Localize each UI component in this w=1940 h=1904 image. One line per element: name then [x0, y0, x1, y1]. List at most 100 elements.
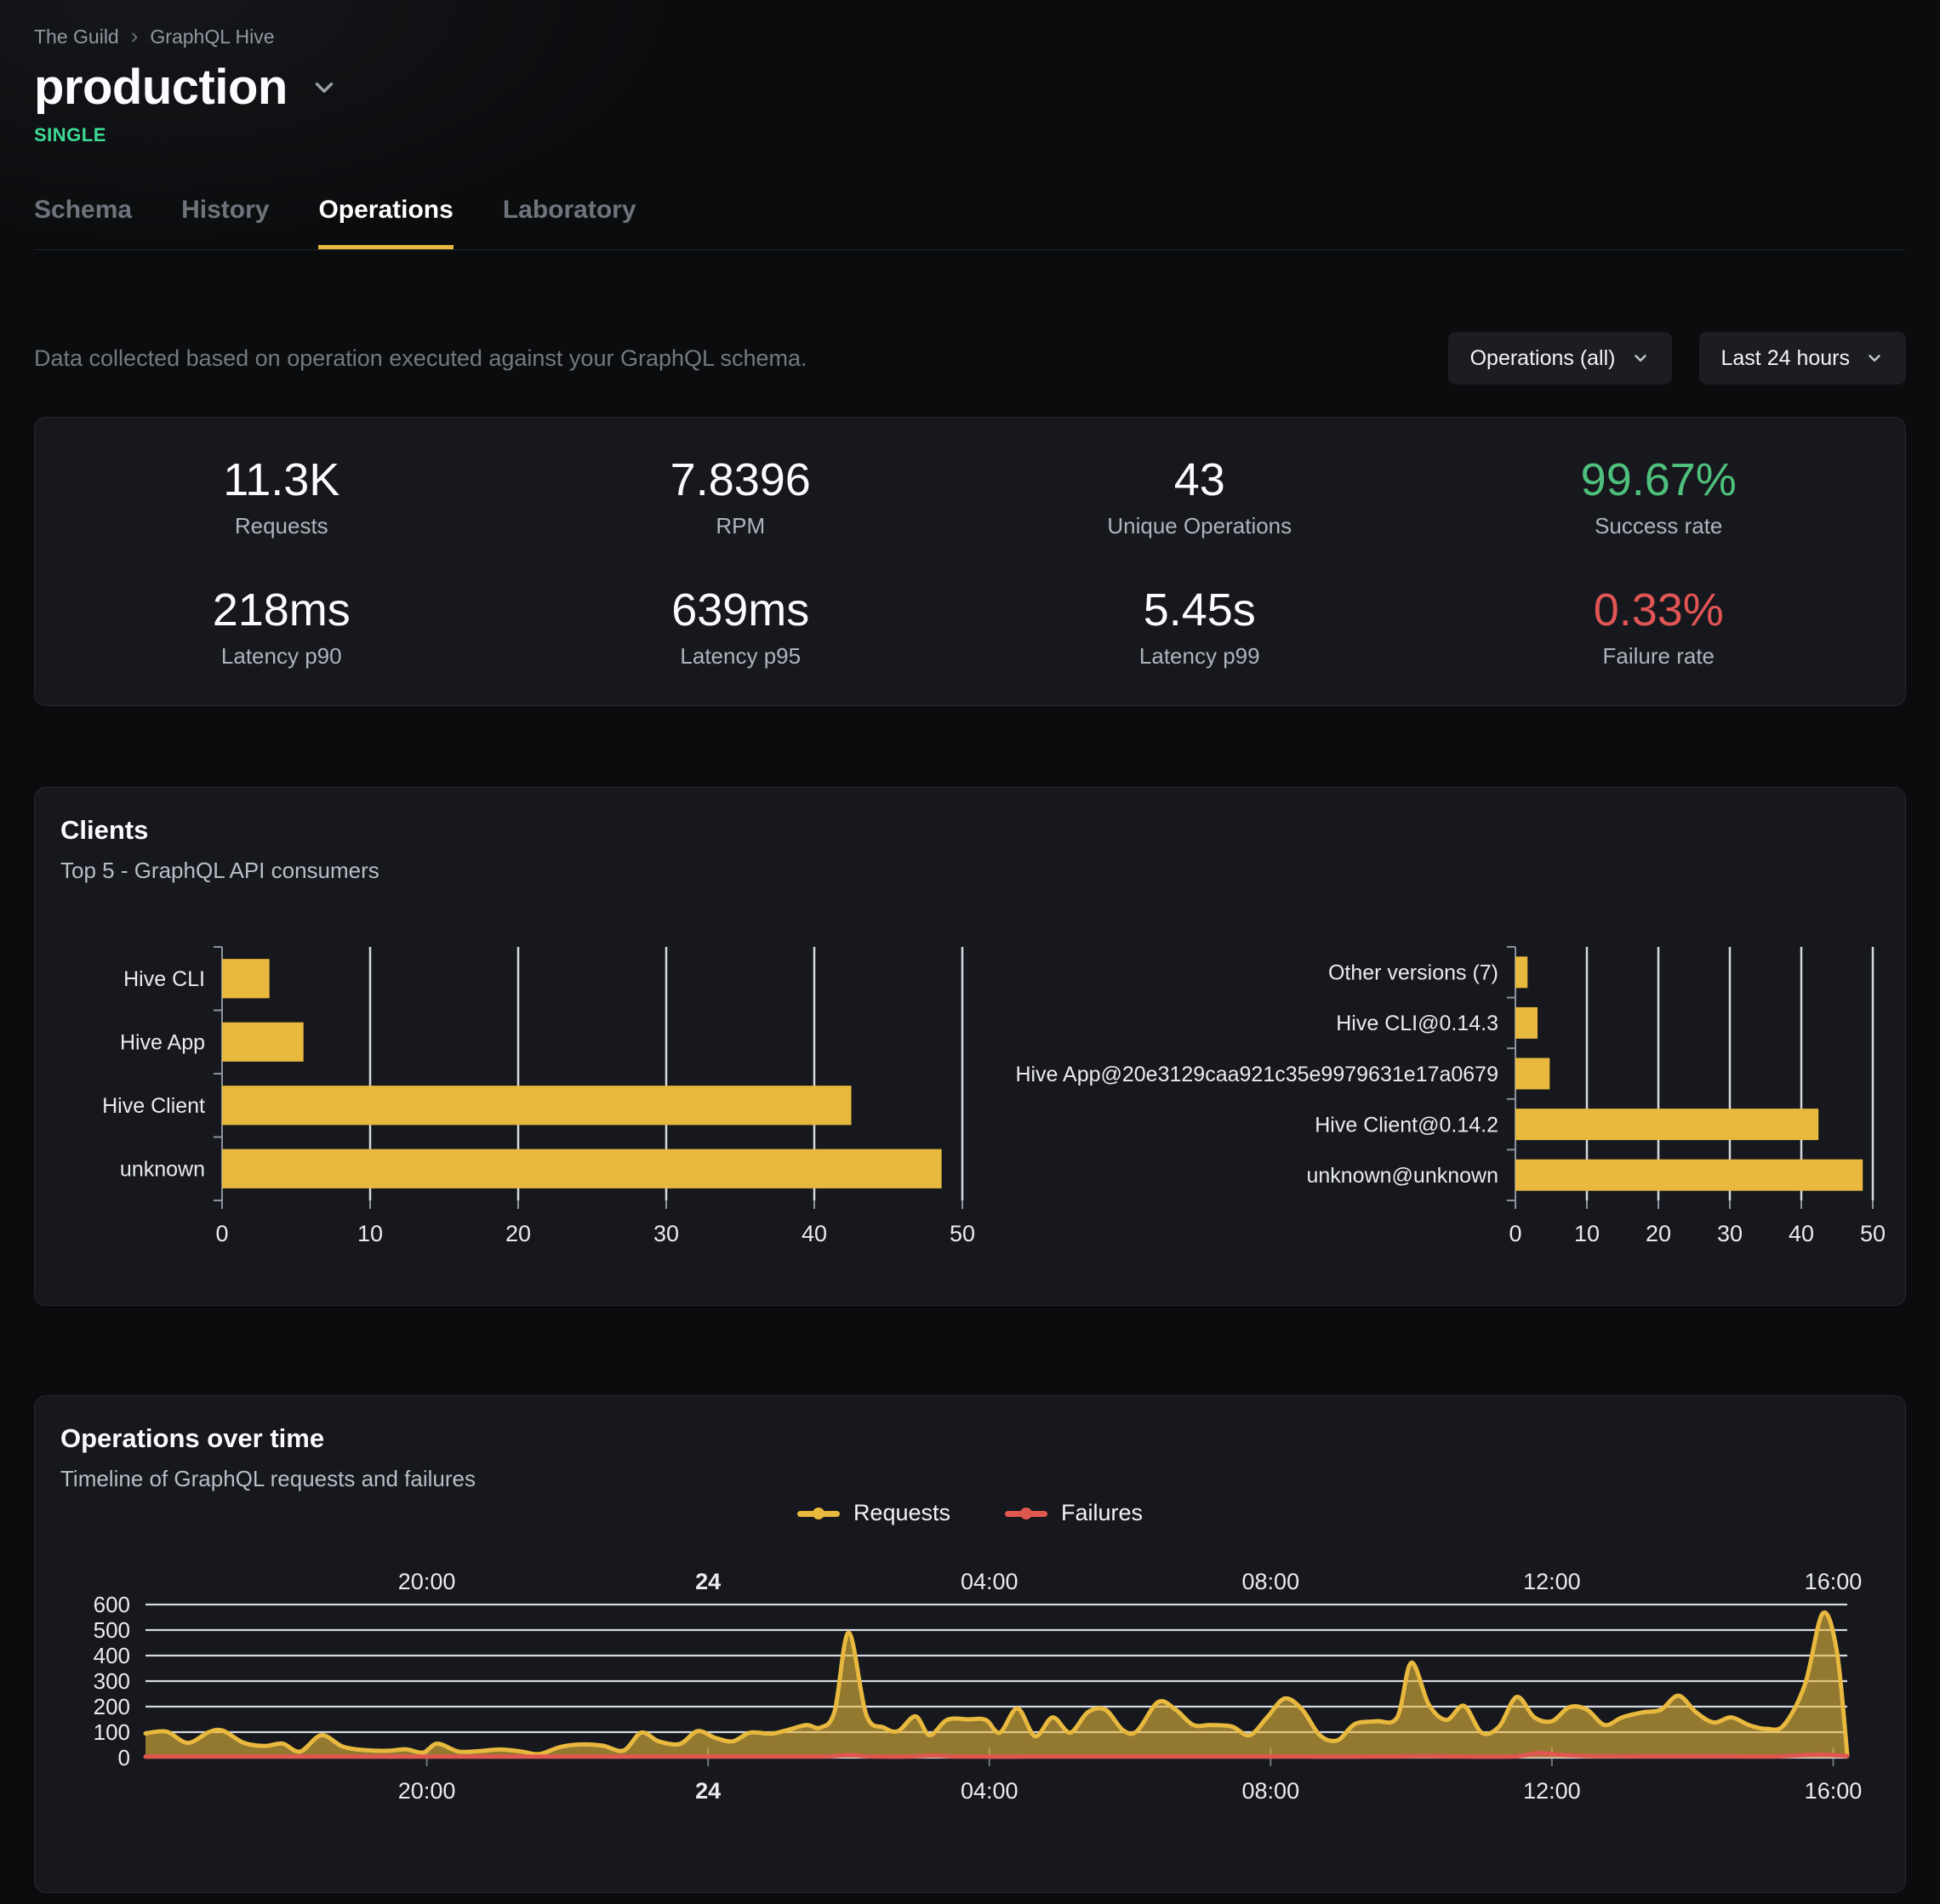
stat-latency-p95: 639ms Latency p95	[511, 584, 971, 670]
legend-label: Requests	[853, 1500, 951, 1525]
stat-label: RPM	[716, 513, 766, 539]
stat-label: Latency p90	[220, 643, 342, 669]
svg-text:08:00: 08:00	[1242, 1778, 1300, 1804]
legend-item-failures[interactable]: Failures	[1005, 1500, 1143, 1526]
stat-requests: 11.3K Requests	[52, 453, 511, 539]
svg-text:24: 24	[695, 1569, 721, 1594]
svg-text:20: 20	[1646, 1221, 1671, 1246]
svg-text:unknown@unknown: unknown@unknown	[1306, 1164, 1498, 1188]
svg-text:50: 50	[1860, 1221, 1886, 1246]
clients-card-title: Clients	[60, 815, 149, 845]
stat-value: 43	[1173, 454, 1225, 505]
svg-text:Hive Client: Hive Client	[102, 1094, 205, 1118]
stat-label: Unique Operations	[1107, 513, 1292, 539]
operations-filter-value: Operations (all)	[1469, 345, 1616, 370]
svg-text:08:00: 08:00	[1242, 1569, 1300, 1594]
svg-text:Hive Client@0.14.2: Hive Client@0.14.2	[1315, 1113, 1498, 1137]
stat-label: Latency p95	[680, 643, 802, 669]
svg-text:24: 24	[695, 1778, 721, 1804]
stat-unique-operations: 43 Unique Operations	[970, 453, 1429, 539]
tab-history[interactable]: History	[181, 196, 270, 224]
chevron-down-icon	[1865, 349, 1884, 368]
header: The Guild › GraphQL Hive production SING…	[0, 0, 1940, 250]
clients-by-name-chart: Hive CLI Hive App Hive Client unknown 0 10 20 3…	[102, 946, 975, 1246]
toolbar: Data collected based on operation execut…	[34, 332, 1906, 385]
svg-text:100: 100	[94, 1719, 130, 1745]
svg-text:04:00: 04:00	[961, 1569, 1018, 1594]
page-title: production	[34, 60, 288, 115]
failures-series-marker-icon	[1005, 1504, 1048, 1523]
stat-value: 5.45s	[1143, 584, 1256, 636]
stat-rpm: 7.8396 RPM	[511, 453, 971, 539]
svg-text:20: 20	[505, 1221, 531, 1246]
svg-text:40: 40	[802, 1221, 827, 1246]
project-title-row: production	[34, 59, 1906, 116]
svg-text:50: 50	[950, 1221, 975, 1246]
svg-text:10: 10	[357, 1221, 383, 1246]
stat-value: 218ms	[212, 584, 351, 636]
svg-text:Hive App: Hive App	[120, 1031, 205, 1055]
clients-card: Clients Top 5 - GraphQL API consumers Hi…	[34, 787, 1906, 1306]
svg-text:16:00: 16:00	[1805, 1569, 1863, 1594]
tab-operations[interactable]: Operations	[318, 196, 454, 249]
svg-text:0: 0	[215, 1221, 228, 1246]
svg-text:16:00: 16:00	[1805, 1778, 1863, 1804]
filters: Operations (all) Last 24 hours	[1447, 332, 1906, 385]
period-filter-dropdown[interactable]: Last 24 hours	[1698, 332, 1906, 385]
stat-label: Failure rate	[1602, 643, 1715, 669]
stat-value: 7.8396	[670, 454, 811, 505]
svg-text:04:00: 04:00	[961, 1778, 1018, 1804]
svg-text:12:00: 12:00	[1523, 1778, 1581, 1804]
svg-text:Hive CLI@0.14.3: Hive CLI@0.14.3	[1336, 1012, 1498, 1035]
stat-label: Requests	[234, 513, 328, 539]
tab-bar: Schema History Operations Laboratory	[34, 196, 1906, 250]
stat-success-rate: 99.67% Success rate	[1429, 453, 1889, 539]
svg-text:Other versions (7): Other versions (7)	[1328, 961, 1498, 985]
chart-legend: Requests Failures	[35, 1500, 1905, 1526]
svg-text:20:00: 20:00	[398, 1569, 456, 1594]
breadcrumb: The Guild › GraphQL Hive	[34, 22, 1906, 48]
stat-failure-rate: 0.33% Failure rate	[1429, 584, 1889, 670]
svg-text:Hive App@20e3129caa921c35e9979: Hive App@20e3129caa921c35e9979631e17a067…	[1015, 1063, 1498, 1086]
clients-by-version-chart: Other versions (7) Hive CLI@0.14.3 Hive Ap…	[1015, 946, 1886, 1246]
operations-filter-dropdown[interactable]: Operations (all)	[1447, 332, 1672, 385]
svg-text:30: 30	[653, 1221, 679, 1246]
svg-text:40: 40	[1789, 1221, 1814, 1246]
legend-item-requests[interactable]: Requests	[796, 1500, 951, 1526]
clients-card-subtitle: Top 5 - GraphQL API consumers	[60, 858, 379, 883]
svg-text:200: 200	[94, 1694, 130, 1719]
stats-row-1: 11.3K Requests 7.8396 RPM 43 Unique Oper…	[52, 453, 1888, 539]
tab-schema[interactable]: Schema	[34, 196, 133, 224]
svg-text:0: 0	[118, 1745, 130, 1770]
svg-text:400: 400	[94, 1643, 130, 1668]
stats-row-2: 218ms Latency p90 639ms Latency p95 5.45…	[52, 584, 1888, 670]
svg-text:20:00: 20:00	[398, 1778, 456, 1804]
breadcrumb-project-link[interactable]: GraphQL Hive	[150, 26, 275, 48]
svg-text:30: 30	[1717, 1221, 1743, 1246]
period-filter-value: Last 24 hours	[1720, 345, 1851, 370]
target-type-badge: SINGLE	[34, 124, 106, 145]
svg-text:unknown: unknown	[120, 1158, 205, 1182]
chevron-down-icon[interactable]	[310, 73, 339, 102]
requests-series-marker-icon	[796, 1504, 840, 1523]
tab-laboratory[interactable]: Laboratory	[502, 196, 636, 224]
legend-label: Failures	[1061, 1500, 1144, 1525]
svg-text:300: 300	[94, 1668, 130, 1694]
stat-value: 639ms	[671, 584, 810, 636]
stats-card: 11.3K Requests 7.8396 RPM 43 Unique Oper…	[34, 417, 1906, 706]
stat-latency-p90: 218ms Latency p90	[52, 584, 511, 670]
page-description: Data collected based on operation execut…	[34, 345, 807, 371]
chevron-down-icon	[1631, 349, 1650, 368]
svg-text:0: 0	[1509, 1221, 1521, 1246]
stat-value: 11.3K	[223, 454, 340, 505]
svg-text:Hive CLI: Hive CLI	[123, 967, 205, 991]
breadcrumb-separator: ›	[130, 22, 139, 48]
stat-label: Success rate	[1595, 513, 1723, 539]
stat-value: 99.67%	[1580, 454, 1737, 505]
timeline-card-subtitle: Timeline of GraphQL requests and failure…	[60, 1466, 476, 1491]
stat-label: Latency p99	[1138, 643, 1260, 669]
breadcrumb-org-link[interactable]: The Guild	[34, 26, 119, 48]
operations-over-time-card: Operations over time Timeline of GraphQL…	[34, 1395, 1906, 1893]
